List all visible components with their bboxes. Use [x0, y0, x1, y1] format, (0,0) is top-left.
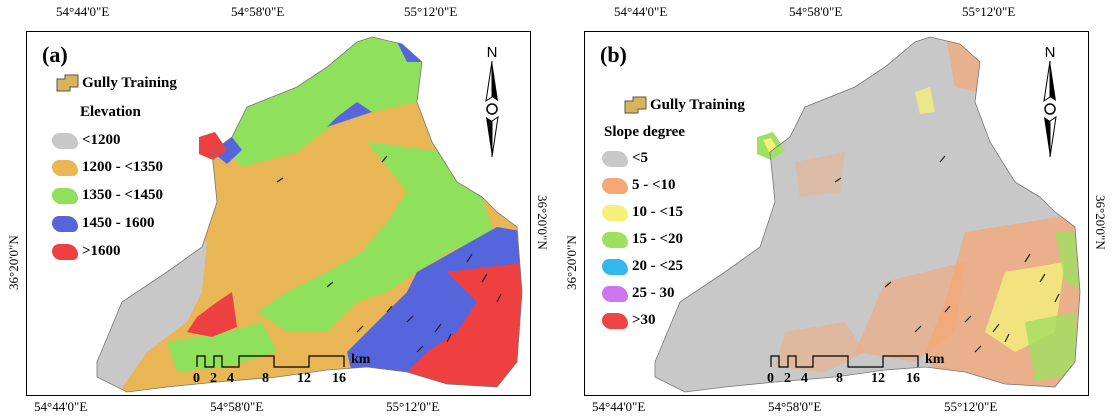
gully-lines — [834, 155, 1060, 353]
legend-swatch — [52, 132, 78, 149]
gully-symbol-icon — [624, 96, 647, 114]
legend-item: 25 - 30 — [602, 285, 675, 302]
legend-item: <1200 — [52, 132, 121, 149]
north-label: N — [1044, 44, 1056, 61]
north-arrow-icon — [485, 60, 499, 158]
top-coord-3: 55°12'0"E — [404, 4, 458, 19]
scale-tick: 16 — [906, 371, 920, 386]
legend-swatch — [52, 215, 78, 232]
panel-label: (b) — [600, 42, 627, 67]
legend-item: 5 - <10 — [602, 177, 676, 194]
north-arrow: N — [1042, 44, 1058, 161]
bottom-coord-2: 54°58'0"E — [768, 399, 822, 414]
elevation-map — [96, 36, 523, 393]
slope-map — [654, 36, 1081, 393]
legend-swatch — [602, 150, 628, 167]
legend-gully: Gully Training — [624, 96, 745, 114]
legend-swatch — [602, 258, 628, 275]
scale-unit: km — [925, 352, 945, 367]
scale-tick: 4 — [227, 371, 234, 386]
legend-swatch — [602, 177, 628, 194]
legend-swatch — [602, 285, 628, 302]
scale-tick: 2 — [784, 371, 791, 386]
legend-swatch — [52, 187, 78, 204]
scale-tick: 12 — [297, 371, 311, 386]
legend-item: 1350 - <1450 — [52, 187, 163, 204]
legend-swatch — [602, 231, 628, 248]
left-coord: 36°20'0"N — [6, 235, 21, 290]
legend-item: 1200 - <1350 — [52, 159, 163, 176]
scale-tick: 8 — [836, 371, 843, 386]
legend-gully-label: Gully Training — [82, 74, 177, 91]
top-coord-3: 55°12'0"E — [962, 4, 1016, 19]
legend-item: 20 - <25 — [602, 258, 683, 275]
gully-lines — [276, 155, 502, 353]
legend-item: >30 — [602, 312, 656, 329]
north-label: N — [486, 44, 498, 61]
right-coord: 36°20'0"N — [535, 195, 550, 250]
bottom-coord-1: 54°44'0"E — [592, 399, 646, 414]
gully-symbol-icon — [56, 74, 79, 92]
top-coord-1: 54°44'0"E — [56, 4, 110, 19]
right-coord: 36°20'0"N — [1093, 195, 1108, 250]
bottom-coord-3: 55°12'0"E — [386, 399, 440, 414]
scale-tick: 8 — [262, 371, 269, 386]
legend-swatch — [602, 312, 628, 329]
panel-a: 54°44'0"E 54°58'0"E 55°12'0"E 54°44'0"E … — [0, 0, 557, 419]
north-arrow-icon — [1043, 60, 1057, 158]
scale-tick: 2 — [210, 371, 217, 386]
legend-swatch — [602, 204, 628, 221]
scale-tick: 4 — [801, 371, 808, 386]
top-coord-2: 54°58'0"E — [231, 4, 285, 19]
panel-b: 54°44'0"E 54°58'0"E 55°12'0"E 54°44'0"E … — [558, 0, 1115, 419]
legend-title: Elevation — [80, 104, 141, 120]
legend-swatch — [52, 243, 78, 260]
scale-bar-graphic — [196, 355, 345, 368]
scale-tick: 16 — [332, 371, 346, 386]
bottom-coord-3: 55°12'0"E — [944, 399, 998, 414]
legend-item: 15 - <20 — [602, 231, 683, 248]
left-coord: 36°20'0"N — [564, 235, 579, 290]
map-frame — [584, 31, 1089, 396]
scale-tick: 0 — [193, 371, 200, 386]
legend-item: <5 — [602, 150, 648, 167]
north-arrow: N — [484, 44, 500, 161]
map-frame — [26, 31, 531, 396]
scale-bar-graphic — [770, 355, 919, 368]
legend-item: 10 - <15 — [602, 204, 683, 221]
legend-gully: Gully Training — [56, 74, 177, 92]
scale-tick: 12 — [871, 371, 885, 386]
top-coord-1: 54°44'0"E — [614, 4, 668, 19]
scale-unit: km — [351, 352, 371, 367]
legend-swatch — [52, 159, 78, 176]
top-coord-2: 54°58'0"E — [789, 4, 843, 19]
bottom-coord-1: 54°44'0"E — [34, 399, 88, 414]
bottom-coord-2: 54°58'0"E — [210, 399, 264, 414]
panel-label: (a) — [42, 42, 68, 67]
legend-item: >1600 — [52, 243, 121, 260]
legend-gully-label: Gully Training — [650, 96, 745, 113]
legend-item: 1450 - 1600 — [52, 215, 155, 232]
legend-title: Slope degree — [604, 124, 685, 140]
scale-tick: 0 — [767, 371, 774, 386]
